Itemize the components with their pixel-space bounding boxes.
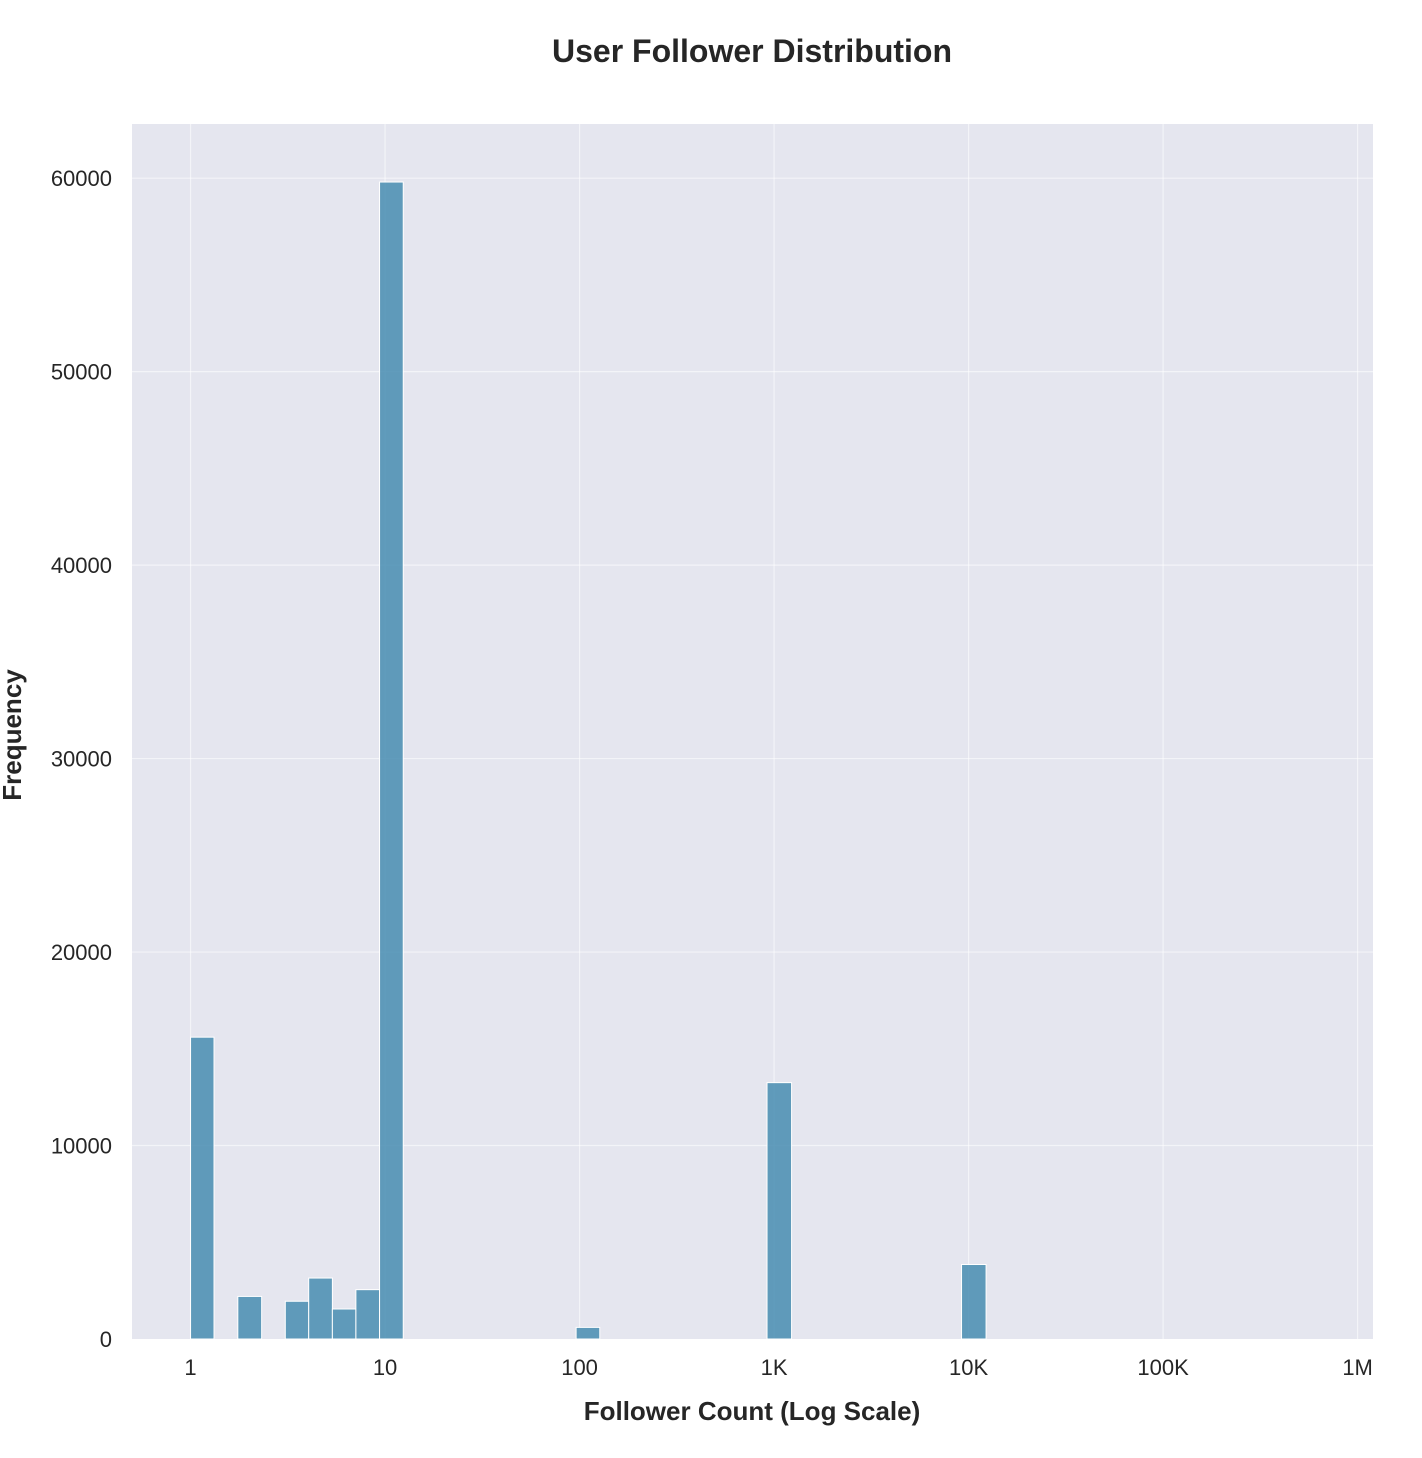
histogram-bar [575,1326,601,1340]
grid-lines [132,124,1373,1339]
x-tick-label: 1M [1342,1355,1373,1380]
x-tick-label: 10 [373,1355,397,1380]
y-axis-label: Frequency [0,669,27,801]
histogram-bar [766,1082,793,1340]
x-tick-label: 1K [761,1355,788,1380]
y-tick-label: 50000 [51,360,112,385]
x-axis-ticks: 1 10 100 1K 10K 100K 1M [184,1355,1372,1380]
y-tick-label: 40000 [51,553,112,578]
x-axis-label: Follower Count (Log Scale) [584,1396,921,1426]
y-tick-label: 30000 [51,747,112,772]
histogram-bar [331,1308,357,1340]
histogram-bar [308,1277,333,1340]
y-tick-label: 10000 [51,1134,112,1159]
histogram-bar [355,1289,381,1340]
x-tick-label: 1 [184,1355,196,1380]
histogram-bar [961,1264,987,1340]
y-tick-label: 20000 [51,940,112,965]
y-axis-ticks: 0 10000 20000 30000 40000 50000 60000 [51,166,112,1352]
x-tick-label: 100 [561,1355,598,1380]
histogram-bar [379,181,404,1340]
y-tick-label: 0 [100,1327,112,1352]
histogram-bar [237,1295,263,1340]
plot-area [132,124,1373,1339]
histogram-bars [190,181,987,1340]
x-tick-label: 100K [1137,1355,1189,1380]
x-tick-label: 10K [949,1355,988,1380]
histogram-bar [284,1300,310,1340]
histogram-bar [190,1036,215,1340]
y-tick-label: 60000 [51,166,112,191]
chart-title: User Follower Distribution [552,33,952,69]
